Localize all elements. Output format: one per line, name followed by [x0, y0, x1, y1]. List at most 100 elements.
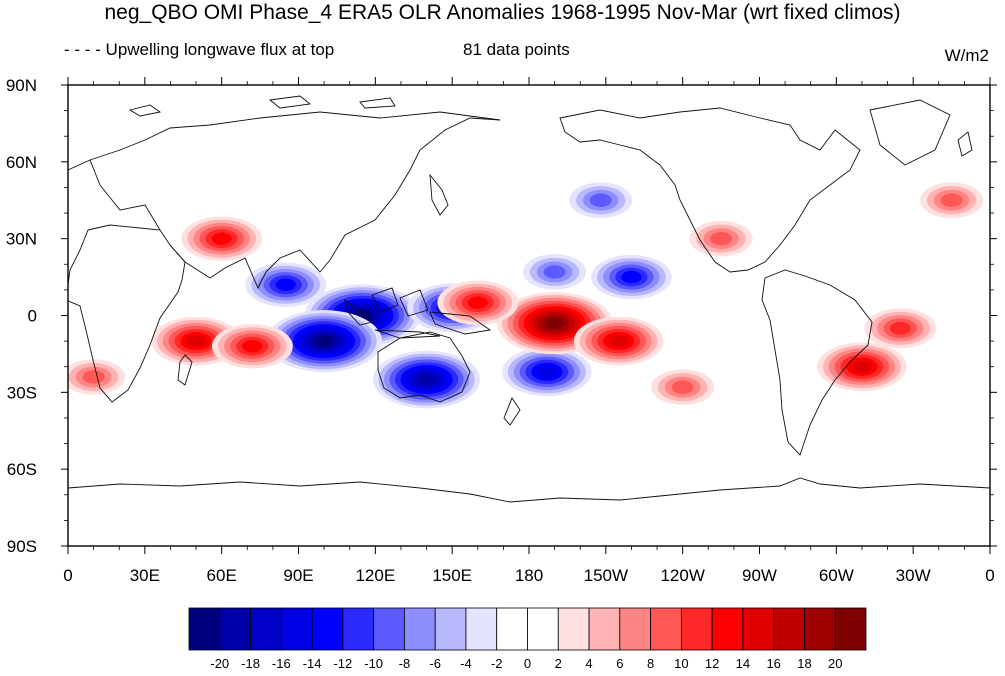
colorbar-swatch [588, 607, 621, 651]
colorbar-swatch [188, 607, 221, 651]
colorbar-swatch [557, 607, 590, 651]
lon-label: 0 [985, 566, 994, 585]
colorbar-swatch [219, 607, 251, 651]
colorbar-label: 16 [766, 656, 780, 671]
colorbar-swatch [280, 607, 313, 651]
lon-label: 90W [742, 566, 777, 585]
colorbar-label: 6 [616, 656, 623, 671]
colorbar-swatch [496, 607, 528, 651]
anomaly-negative-5 [502, 347, 592, 397]
plot-title: neg_QBO OMI Phase_4 ERA5 OLR Anomalies 1… [104, 1, 901, 24]
colorbar-label: -18 [241, 656, 260, 671]
colorbar-swatch [742, 607, 775, 651]
anomaly-contour [545, 317, 565, 329]
colorbar-label: -6 [429, 656, 441, 671]
anomaly-contour [186, 335, 206, 348]
anomaly-negative-1 [266, 310, 383, 373]
lon-label: 90E [283, 566, 313, 585]
colorbar-label: -4 [460, 656, 472, 671]
units-label: W/m2 [944, 46, 989, 65]
anomaly-contour [621, 270, 642, 284]
colorbar-label: -10 [364, 656, 383, 671]
anomaly-contour [889, 321, 911, 335]
anomaly-negative-8 [569, 182, 633, 219]
colorbar-swatch [650, 607, 682, 651]
anomaly-contour [467, 296, 488, 309]
colorbar-swatch [465, 607, 498, 651]
colorbar-swatch [527, 607, 559, 651]
lat-label: 60S [7, 460, 37, 479]
lon-label: 60E [207, 566, 237, 585]
lon-label: 150E [432, 566, 472, 585]
anomaly-negative-7 [523, 254, 587, 290]
anomaly-positive-16 [864, 308, 937, 349]
anomaly-contour [82, 370, 105, 384]
anomaly-contour [608, 335, 629, 348]
anomaly-negative-6 [591, 254, 672, 300]
colorbar-swatch [804, 607, 836, 651]
colorbar-swatch [434, 607, 467, 651]
colorbar-label: 10 [674, 656, 688, 671]
lon-label: 60W [819, 566, 854, 585]
colorbar-swatch [680, 607, 713, 651]
colorbar-swatch [773, 607, 805, 651]
colorbar: -20 -18 -16 -14 -12 -10 -8 -6 -4 -2 0 2 4 6 8 10 12 14 16 1… [188, 607, 867, 671]
anomaly-contour [537, 365, 557, 378]
lon-label: 30W [896, 566, 931, 585]
lon-label: 30E [130, 566, 160, 585]
anomaly-contour [211, 232, 232, 245]
anomaly-contour [671, 380, 694, 394]
anomaly-negative-2 [372, 350, 481, 409]
anomaly-contour [940, 193, 963, 207]
lat-label: 30S [7, 383, 37, 402]
anomaly-contour [589, 193, 612, 207]
colorbar-label: 4 [585, 656, 592, 671]
colorbar-label: 12 [705, 656, 719, 671]
anomaly-positive-20 [919, 182, 984, 219]
anomaly-positive-11 [437, 280, 519, 325]
coastlines [68, 95, 990, 503]
lon-label: 120E [355, 566, 395, 585]
colorbar-swatch [373, 607, 405, 651]
colorbar-label: 0 [524, 656, 531, 671]
colorbar-label: -20 [210, 656, 229, 671]
colorbar-label: -16 [272, 656, 291, 671]
anomaly-positive-18 [68, 359, 126, 395]
lat-label: 90S [7, 537, 37, 556]
lat-label: 30N [6, 230, 37, 249]
lat-label: 60N [6, 153, 37, 172]
anomaly-contour [275, 278, 296, 291]
lon-label: 150W [584, 566, 628, 585]
anomaly-contour [543, 265, 566, 279]
lat-label: 0 [28, 307, 37, 326]
anomaly-positive-13 [212, 324, 293, 369]
colorbar-label: 20 [828, 656, 842, 671]
colorbar-label: -14 [303, 656, 322, 671]
lon-label: 0 [63, 566, 72, 585]
lon-label: 120W [660, 566, 704, 585]
colorbar-label: 2 [555, 656, 562, 671]
anomaly-field [68, 182, 984, 409]
anomaly-contour [314, 335, 334, 347]
anomaly-positive-14 [181, 216, 263, 261]
anomaly-positive-19 [689, 220, 753, 257]
colorbar-swatch [834, 607, 867, 651]
colorbar-label: 18 [797, 656, 811, 671]
colorbar-swatch [250, 607, 282, 651]
anomaly-contour [242, 340, 263, 353]
colorbar-swatch [342, 607, 375, 651]
anomaly-contour [710, 231, 732, 246]
data-point-count: 81 data points [463, 40, 570, 59]
colorbar-label: -8 [399, 656, 411, 671]
colorbar-label: -2 [491, 656, 503, 671]
anomaly-contour [852, 360, 872, 373]
anomaly-positive-12 [151, 316, 241, 366]
map-frame: 90N 60N 30N 0 30S 60S 90S 0 30E 60E 90E 120E 150E 180… [6, 76, 997, 585]
lat-label: 90N [6, 76, 37, 95]
anomaly-positive-10 [573, 316, 664, 366]
colorbar-swatch [619, 607, 651, 651]
colorbar-label: 8 [647, 656, 654, 671]
anomaly-negative-4 [245, 262, 327, 307]
variable-description: - - - - Upwelling longwave flux at top [64, 40, 335, 59]
